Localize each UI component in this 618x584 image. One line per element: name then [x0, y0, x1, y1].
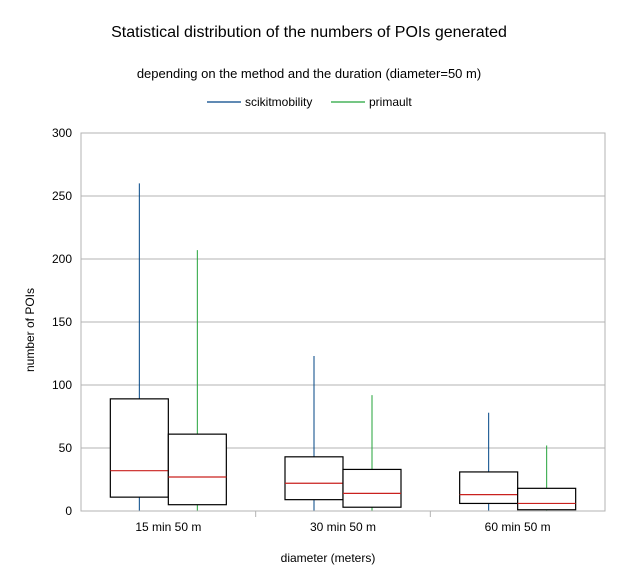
legend-label-primault: primault — [369, 95, 412, 109]
y-tick-label: 0 — [65, 504, 72, 518]
box — [459, 471, 519, 505]
box — [109, 398, 169, 498]
box — [284, 456, 344, 501]
box-scikitmobility — [284, 356, 344, 511]
x-axis-label: diameter (meters) — [281, 551, 376, 565]
legend: scikitmobility primault — [207, 95, 412, 109]
box-primault — [167, 250, 227, 511]
box — [342, 468, 402, 508]
box-primault — [342, 395, 402, 511]
legend-item-primault: primault — [331, 95, 412, 109]
box — [167, 433, 227, 506]
x-tick-label: 15 min 50 m — [135, 520, 201, 534]
y-tick-label: 250 — [52, 189, 72, 203]
y-tick-label: 200 — [52, 252, 72, 266]
y-tick-label: 300 — [52, 126, 72, 140]
y-tick-label: 150 — [52, 315, 72, 329]
x-tick-label: 60 min 50 m — [485, 520, 551, 534]
box-scikitmobility — [459, 412, 519, 511]
plot-frame — [80, 132, 606, 512]
x-tick-label: 30 min 50 m — [310, 520, 376, 534]
y-tick-labels: 0 50 100 150 200 250 300 — [52, 126, 72, 518]
box — [517, 487, 577, 511]
chart-subtitle: depending on the method and the duration… — [137, 66, 481, 81]
x-tick-labels: 15 min 50 m 30 min 50 m 60 min 50 m — [135, 511, 551, 534]
box-primault — [517, 445, 577, 511]
box-scikitmobility — [109, 183, 169, 511]
y-tick-label: 100 — [52, 378, 72, 392]
boxes — [109, 183, 577, 511]
legend-label-scikitmobility: scikitmobility — [245, 95, 312, 109]
y-axis-label: number of POIs — [23, 288, 37, 372]
chart-title: Statistical distribution of the numbers … — [111, 24, 507, 41]
y-tick-label: 50 — [59, 441, 73, 455]
legend-item-scikitmobility: scikitmobility — [207, 95, 312, 109]
